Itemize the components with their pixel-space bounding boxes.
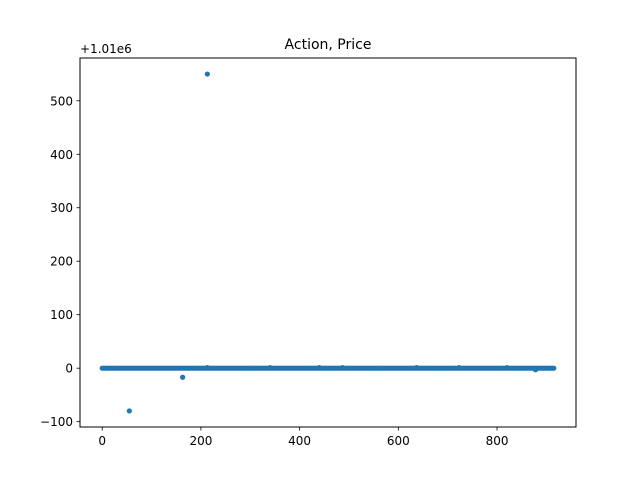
data-points — [99, 71, 557, 414]
y-tick-label: 0 — [65, 362, 73, 376]
data-point — [413, 365, 420, 371]
data-point — [316, 365, 322, 371]
data-point — [504, 365, 510, 371]
data-point — [456, 365, 462, 371]
data-point — [204, 365, 210, 371]
x-tick-label: 0 — [98, 434, 106, 448]
plot-frame — [79, 57, 577, 428]
x-tick-label: 600 — [387, 434, 410, 448]
y-tick-label: 100 — [50, 308, 73, 322]
y-tick-label: 500 — [50, 94, 73, 108]
data-point — [267, 365, 273, 371]
data-point — [551, 365, 557, 371]
data-point — [126, 408, 132, 414]
x-tick-label: 400 — [288, 434, 311, 448]
y-tick-label: −100 — [40, 415, 73, 429]
axes: 0 200 400 600 800 −100 0 100 200 300 400 500 — [40, 94, 508, 448]
x-tick-label: 800 — [486, 434, 509, 448]
y-tick-label: 300 — [50, 201, 73, 215]
data-point — [204, 71, 210, 77]
data-point — [180, 374, 186, 380]
y-tick-label: 400 — [50, 148, 73, 162]
data-point — [339, 365, 346, 371]
y-tick-label: 200 — [50, 255, 73, 269]
x-tick-label: 200 — [189, 434, 212, 448]
y-axis-offset-label: +1.01e6 — [80, 42, 132, 56]
chart-title: Action, Price — [285, 37, 372, 53]
data-point — [532, 367, 539, 373]
